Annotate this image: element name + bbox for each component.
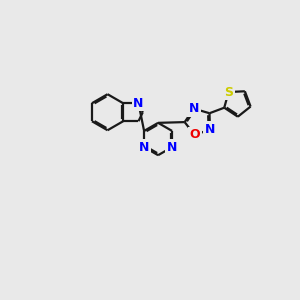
Text: S: S [224, 85, 233, 98]
Text: N: N [133, 97, 144, 110]
Text: N: N [189, 102, 199, 115]
Text: N: N [167, 141, 177, 154]
Text: N: N [133, 97, 144, 110]
Text: N: N [139, 141, 149, 154]
Text: O: O [189, 128, 200, 142]
Text: N: N [205, 123, 215, 136]
